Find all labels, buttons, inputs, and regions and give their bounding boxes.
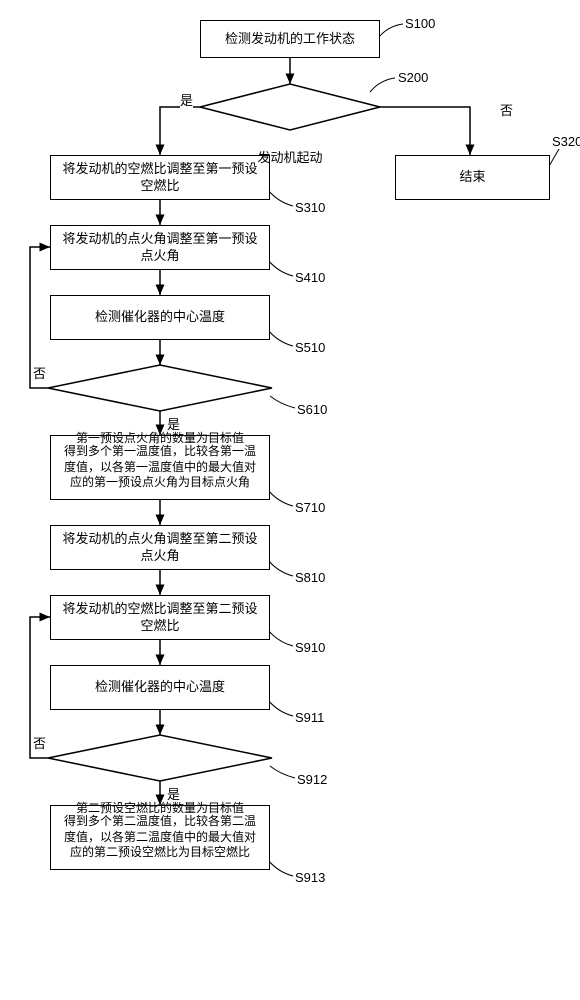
- node-s810: 将发动机的点火角调整至第二预设点火角: [50, 525, 270, 570]
- node-s810-text: 将发动机的点火角调整至第二预设点火角: [59, 531, 261, 565]
- node-s510: 检测催化器的中心温度: [50, 295, 270, 340]
- label-s310: S310: [295, 200, 325, 215]
- node-s100-text: 检测发动机的工作状态: [225, 31, 355, 48]
- edge-no-s912: 否: [33, 733, 46, 752]
- node-s912: 第二预设空燃比的数量为目标值: [48, 735, 272, 781]
- label-s710: S710: [295, 500, 325, 515]
- node-s410: 将发动机的点火角调整至第一预设点火角: [50, 225, 270, 270]
- label-s410: S410: [295, 270, 325, 285]
- label-s100: S100: [405, 16, 435, 31]
- label-s912: S912: [297, 772, 327, 787]
- flowchart-canvas: 检测发动机的工作状态 S100 发动机起动 S200 是 否 将发动机的空燃比调…: [0, 0, 580, 1000]
- node-s911: 检测催化器的中心温度: [50, 665, 270, 710]
- edge-no-s610: 否: [33, 363, 46, 382]
- label-s510: S510: [295, 340, 325, 355]
- label-s200: S200: [398, 70, 428, 85]
- node-s320-text: 结束: [459, 169, 485, 186]
- label-s810: S810: [295, 570, 325, 585]
- node-s610-text: 第一预设点火角的数量为目标值: [48, 416, 272, 462]
- label-s913: S913: [295, 870, 325, 885]
- label-s610: S610: [297, 402, 327, 417]
- node-s911-text: 检测催化器的中心温度: [95, 679, 225, 696]
- edge-no-s200: 否: [500, 100, 513, 119]
- node-s910-text: 将发动机的空燃比调整至第二预设空燃比: [59, 601, 261, 635]
- node-s200-text: 发动机起动: [200, 135, 380, 181]
- node-s200: 发动机起动: [200, 84, 380, 130]
- label-s911: S911: [295, 710, 324, 725]
- node-s910: 将发动机的空燃比调整至第二预设空燃比: [50, 595, 270, 640]
- node-s410-text: 将发动机的点火角调整至第一预设点火角: [59, 231, 261, 265]
- label-s320: S320: [552, 134, 580, 149]
- node-s320: 结束: [395, 155, 550, 200]
- node-s610: 第一预设点火角的数量为目标值: [48, 365, 272, 411]
- edge-yes-s200: 是: [180, 90, 193, 109]
- label-s910: S910: [295, 640, 325, 655]
- node-s100: 检测发动机的工作状态: [200, 20, 380, 58]
- node-s912-text: 第二预设空燃比的数量为目标值: [48, 786, 272, 832]
- node-s510-text: 检测催化器的中心温度: [95, 309, 225, 326]
